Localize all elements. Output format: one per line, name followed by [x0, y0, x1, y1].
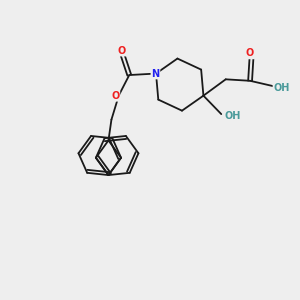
Text: OH: OH — [224, 112, 241, 122]
Text: N: N — [152, 69, 160, 79]
Text: O: O — [246, 49, 254, 58]
Text: OH: OH — [273, 82, 290, 93]
Text: O: O — [118, 46, 126, 56]
Text: O: O — [111, 91, 119, 101]
